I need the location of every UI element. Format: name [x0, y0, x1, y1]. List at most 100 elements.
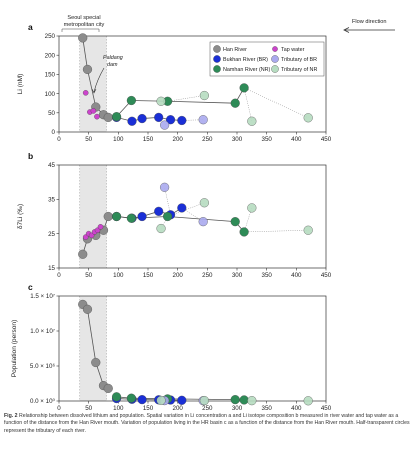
data-point-namhan: [230, 98, 240, 108]
y-tick-label: 200: [45, 52, 56, 59]
data-point-namhan: [239, 227, 249, 237]
data-point-tap: [97, 224, 104, 230]
x-tick-label: 0: [57, 405, 61, 410]
y-axis-label: Population (person): [11, 320, 18, 378]
y-tick-label: 50: [48, 110, 55, 117]
data-point-trib_br: [160, 182, 170, 192]
tributary-link: [164, 187, 171, 215]
data-point-han: [103, 383, 113, 393]
data-point-namhan: [111, 211, 122, 222]
x-tick-label: 50: [85, 405, 92, 410]
y-tick-label: 45: [48, 162, 55, 169]
data-point-trib_nr: [303, 396, 313, 406]
data-point-trib_br: [198, 217, 208, 227]
y-tick-label: 5.0 × 10⁶: [30, 363, 56, 370]
legend-swatch-tap: [272, 46, 278, 52]
caption-label: Fig. 2: [4, 413, 18, 419]
y-axis-label: δ7Li (‰): [17, 204, 24, 229]
x-tick-label: 100: [113, 136, 124, 143]
data-point-bukhan: [177, 203, 187, 213]
legend-label-trib_nr: Tributary of NR: [281, 67, 317, 73]
data-point-trib_nr: [156, 96, 166, 106]
figure: a0 50 100 150 200 250 300 350 400 450050100150200…: [11, 15, 395, 410]
data-point-namhan: [239, 83, 249, 93]
figure-caption: Fig. 2 Relationship between dissolved li…: [4, 413, 412, 435]
x-tick-label: 0: [57, 272, 61, 279]
x-tick-label: 50: [85, 136, 92, 143]
x-tick-label: 150: [143, 272, 154, 279]
seoul-label-line1: Seoul special: [67, 15, 100, 21]
tributary-link: [244, 87, 309, 119]
x-tick-label: 350: [262, 405, 273, 410]
data-point-han: [91, 357, 101, 368]
y-axis-label: Li (nM): [17, 74, 24, 95]
flow-direction-arrowhead: [343, 27, 350, 33]
legend-swatch-han: [213, 45, 221, 53]
data-point-namhan: [230, 395, 240, 405]
y-tick-label: 0.0 × 10⁰: [30, 398, 56, 405]
data-point-namhan: [163, 211, 173, 222]
data-point-tap: [82, 90, 89, 96]
x-tick-label: 400: [291, 136, 302, 143]
legend-label-tap: Tap water: [281, 47, 305, 53]
panel-b: b 0 50 100 150 200 250 300 350 400 450 15 25 35 45 δ7Li…: [17, 151, 332, 279]
data-point-trib_nr: [247, 203, 257, 213]
caption-text: Relationship between dissolved lithium a…: [4, 413, 410, 434]
x-tick-label: 400: [291, 405, 302, 410]
dam-label-line1: Paldang: [103, 55, 123, 61]
panel-letter-b: b: [28, 151, 33, 161]
dam-pointer-arrowhead: [91, 88, 97, 94]
data-point-bukhan: [137, 395, 147, 405]
data-point-tap: [94, 113, 100, 120]
panel-letter-c: c: [28, 282, 33, 292]
data-point-trib_nr: [303, 113, 313, 123]
data-point-trib_nr: [156, 395, 166, 406]
x-tick-label: 150: [143, 136, 154, 143]
seoul-label-line2: metropolitan city: [64, 22, 105, 28]
panel-a: a 0 50 100 150 200 250 300 350 400 450 0 50 100 150 200…: [17, 22, 332, 143]
data-point-trib_nr: [247, 116, 257, 126]
data-point-trib_nr: [247, 396, 257, 406]
data-point-trib_nr: [303, 225, 313, 235]
legend-swatch-bukhan: [213, 55, 221, 63]
plot-frame: [58, 295, 327, 402]
x-tick-label: 350: [262, 136, 273, 143]
data-point-tap: [90, 108, 97, 114]
y-tick-label: 0: [52, 129, 56, 136]
data-point-trib_nr: [199, 396, 209, 406]
x-tick-label: 450: [321, 136, 332, 143]
plot-frame: [58, 35, 327, 133]
data-point-bukhan: [137, 211, 147, 222]
y-tick-label: 1.0 × 10⁷: [30, 328, 55, 335]
data-point-han: [103, 112, 113, 122]
data-point-namhan: [126, 95, 136, 106]
dam-pointer-arrow: [93, 67, 105, 93]
data-point-bukhan: [127, 116, 137, 126]
data-point-namhan: [111, 112, 122, 122]
data-point-trib_nr: [156, 223, 166, 234]
data-point-trib_nr: [199, 90, 209, 101]
data-point-han: [103, 211, 113, 222]
x-tick-label: 200: [173, 272, 184, 279]
legend-label-trib_br: Tributary of BR: [281, 57, 317, 63]
x-tick-label: 150: [143, 405, 154, 410]
y-tick-label: 250: [45, 33, 56, 40]
x-tick-label: 400: [291, 272, 302, 279]
flow-direction-label: Flow direction: [352, 19, 387, 25]
tributary-link: [244, 229, 309, 233]
x-tick-label: 300: [232, 272, 243, 279]
tributary-link: [167, 95, 205, 102]
x-tick-label: 200: [173, 136, 184, 143]
x-tick-label: 300: [232, 405, 243, 410]
data-point-bukhan: [165, 115, 176, 125]
x-tick-label: 450: [321, 272, 332, 279]
data-point-namhan: [126, 393, 136, 403]
data-point-han: [78, 33, 88, 43]
legend-label-namhan: Namhan River (NR): [223, 67, 271, 73]
y-tick-label: 150: [45, 72, 56, 79]
data-point-bukhan: [137, 113, 147, 124]
data-point-namhan: [239, 395, 249, 405]
data-point-bukhan: [154, 206, 164, 216]
y-tick-label: 1.5 × 10⁷: [30, 293, 55, 300]
data-point-trib_nr: [199, 198, 209, 208]
